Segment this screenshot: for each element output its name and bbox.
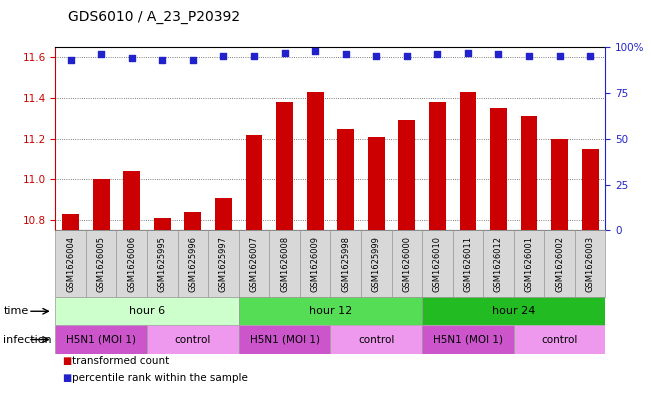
Text: control: control — [358, 334, 395, 345]
Point — [402, 53, 412, 59]
Point — [279, 50, 290, 56]
Bar — [483, 230, 514, 297]
Bar — [55, 325, 147, 354]
Bar — [398, 120, 415, 230]
Bar — [276, 102, 293, 230]
Text: GSM1626004: GSM1626004 — [66, 236, 75, 292]
Text: H5N1 (MOI 1): H5N1 (MOI 1) — [249, 334, 320, 345]
Bar — [147, 325, 239, 354]
Text: GSM1626006: GSM1626006 — [127, 236, 136, 292]
Point — [555, 53, 565, 59]
Point — [340, 51, 351, 58]
Point — [493, 51, 504, 58]
Point — [65, 57, 76, 63]
Point — [96, 51, 106, 58]
Text: H5N1 (MOI 1): H5N1 (MOI 1) — [433, 334, 503, 345]
Bar — [245, 135, 262, 230]
Text: H5N1 (MOI 1): H5N1 (MOI 1) — [66, 334, 136, 345]
Text: control: control — [174, 334, 211, 345]
Text: GDS6010 / A_23_P20392: GDS6010 / A_23_P20392 — [68, 10, 240, 24]
Bar — [117, 230, 147, 297]
Text: hour 12: hour 12 — [309, 306, 352, 316]
Bar — [514, 230, 544, 297]
Bar — [307, 92, 324, 230]
Bar — [429, 102, 446, 230]
Bar — [300, 230, 331, 297]
Bar — [184, 212, 201, 230]
Text: control: control — [542, 334, 578, 345]
Text: percentile rank within the sample: percentile rank within the sample — [72, 373, 247, 383]
Point — [249, 53, 259, 59]
Bar — [86, 230, 117, 297]
Point — [310, 48, 320, 54]
Text: GSM1626010: GSM1626010 — [433, 236, 442, 292]
Bar — [154, 218, 171, 230]
Text: ■: ■ — [62, 373, 71, 383]
Text: infection: infection — [3, 334, 52, 345]
Bar — [460, 92, 477, 230]
Bar — [422, 297, 605, 325]
Bar — [521, 116, 538, 230]
Point — [585, 53, 596, 59]
Bar — [270, 230, 300, 297]
Text: hour 6: hour 6 — [129, 306, 165, 316]
Bar — [514, 325, 605, 354]
Bar — [337, 129, 354, 230]
Bar — [361, 230, 391, 297]
Point — [187, 57, 198, 63]
Bar — [215, 198, 232, 230]
Text: time: time — [3, 306, 29, 316]
Bar — [147, 230, 178, 297]
Bar — [239, 230, 270, 297]
Bar — [490, 108, 507, 230]
Bar — [422, 230, 452, 297]
Bar — [239, 325, 331, 354]
Point — [432, 51, 443, 58]
Bar — [368, 137, 385, 230]
Text: GSM1625995: GSM1625995 — [158, 236, 167, 292]
Text: GSM1626002: GSM1626002 — [555, 236, 564, 292]
Text: GSM1625998: GSM1625998 — [341, 236, 350, 292]
Point — [463, 50, 473, 56]
Bar — [551, 139, 568, 230]
Text: GSM1626007: GSM1626007 — [249, 236, 258, 292]
Bar — [544, 230, 575, 297]
Bar — [582, 149, 598, 230]
Text: GSM1626001: GSM1626001 — [525, 236, 534, 292]
Text: GSM1626008: GSM1626008 — [280, 236, 289, 292]
Bar — [123, 171, 140, 230]
Text: GSM1626000: GSM1626000 — [402, 236, 411, 292]
Bar — [93, 180, 109, 230]
Text: GSM1626009: GSM1626009 — [311, 236, 320, 292]
Text: GSM1626011: GSM1626011 — [464, 236, 473, 292]
Text: GSM1626005: GSM1626005 — [97, 236, 105, 292]
Text: GSM1626012: GSM1626012 — [494, 236, 503, 292]
Bar — [55, 297, 239, 325]
Bar — [331, 230, 361, 297]
Bar — [422, 325, 514, 354]
Bar — [62, 214, 79, 230]
Bar — [178, 230, 208, 297]
Bar — [55, 230, 86, 297]
Text: GSM1626003: GSM1626003 — [586, 236, 594, 292]
Bar — [208, 230, 239, 297]
Bar — [452, 230, 483, 297]
Bar — [391, 230, 422, 297]
Text: transformed count: transformed count — [72, 356, 169, 365]
Text: GSM1625996: GSM1625996 — [188, 236, 197, 292]
Point — [524, 53, 534, 59]
Text: GSM1625997: GSM1625997 — [219, 236, 228, 292]
Bar — [239, 297, 422, 325]
Point — [371, 53, 381, 59]
Text: hour 24: hour 24 — [492, 306, 535, 316]
Bar — [331, 325, 422, 354]
Point — [218, 53, 229, 59]
Point — [126, 55, 137, 61]
Bar — [575, 230, 605, 297]
Point — [157, 57, 167, 63]
Text: ■: ■ — [62, 356, 71, 365]
Text: GSM1625999: GSM1625999 — [372, 236, 381, 292]
